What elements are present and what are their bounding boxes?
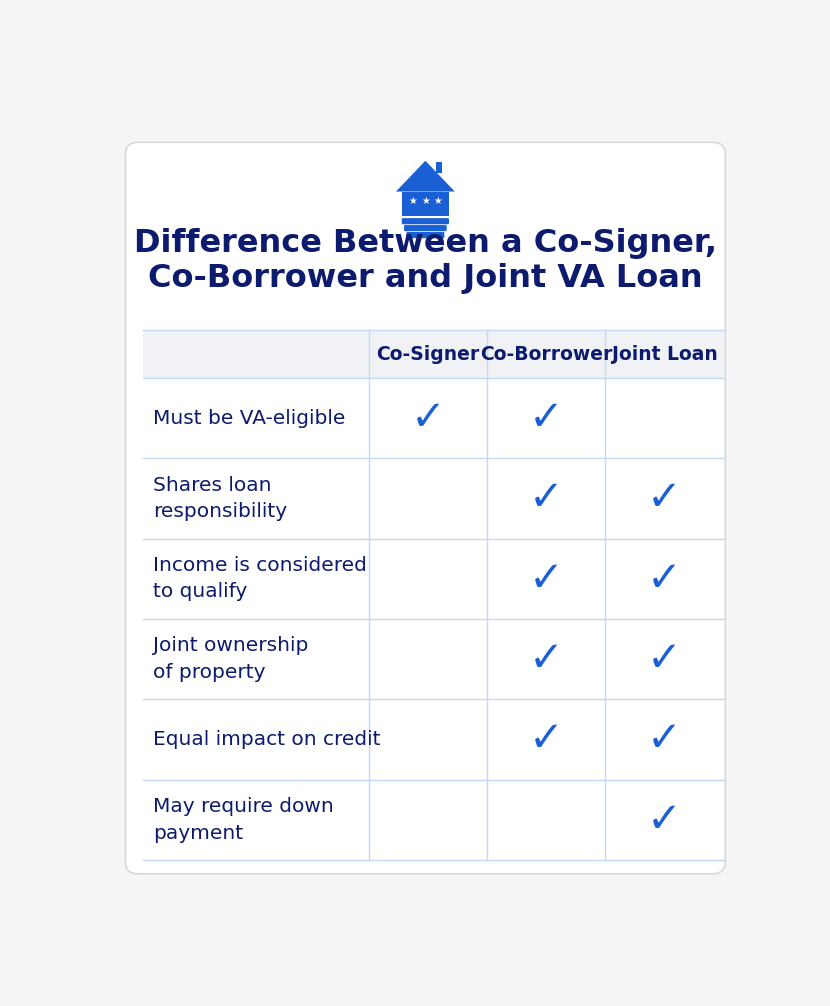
Text: ★: ★	[421, 196, 430, 206]
FancyBboxPatch shape	[407, 232, 444, 238]
Text: ✓: ✓	[647, 478, 682, 519]
FancyBboxPatch shape	[404, 225, 447, 231]
Text: ✓: ✓	[647, 638, 682, 680]
Bar	[402, 191, 449, 216]
Text: Difference Between a Co-Signer,: Difference Between a Co-Signer,	[134, 228, 717, 260]
Bar	[143, 330, 724, 378]
Text: Joint ownership
of property: Joint ownership of property	[154, 637, 309, 682]
Text: Shares loan
responsibility: Shares loan responsibility	[154, 476, 287, 521]
FancyBboxPatch shape	[125, 142, 725, 874]
Text: ✓: ✓	[529, 638, 564, 680]
Text: ✓: ✓	[647, 557, 682, 600]
Text: ✓: ✓	[529, 397, 564, 439]
Text: ✓: ✓	[411, 397, 446, 439]
Text: ✓: ✓	[529, 718, 564, 761]
Text: ✓: ✓	[529, 478, 564, 519]
Text: Income is considered
to qualify: Income is considered to qualify	[154, 556, 367, 602]
Text: Co-Borrower: Co-Borrower	[480, 344, 613, 363]
FancyBboxPatch shape	[402, 218, 449, 224]
Text: ✓: ✓	[647, 799, 682, 841]
Text: Co-Signer: Co-Signer	[376, 344, 480, 363]
Text: Must be VA-eligible: Must be VA-eligible	[154, 408, 346, 428]
Text: ✓: ✓	[529, 557, 564, 600]
Text: Equal impact on credit: Equal impact on credit	[154, 730, 381, 748]
Text: ✓: ✓	[647, 718, 682, 761]
Text: Joint Loan: Joint Loan	[612, 344, 717, 363]
Text: ★: ★	[408, 196, 417, 206]
Text: Co-Borrower and Joint VA Loan: Co-Borrower and Joint VA Loan	[148, 264, 703, 294]
Text: ★: ★	[433, 196, 442, 206]
Polygon shape	[396, 161, 455, 191]
Bar	[437, 162, 442, 173]
Text: May require down
payment: May require down payment	[154, 797, 334, 842]
